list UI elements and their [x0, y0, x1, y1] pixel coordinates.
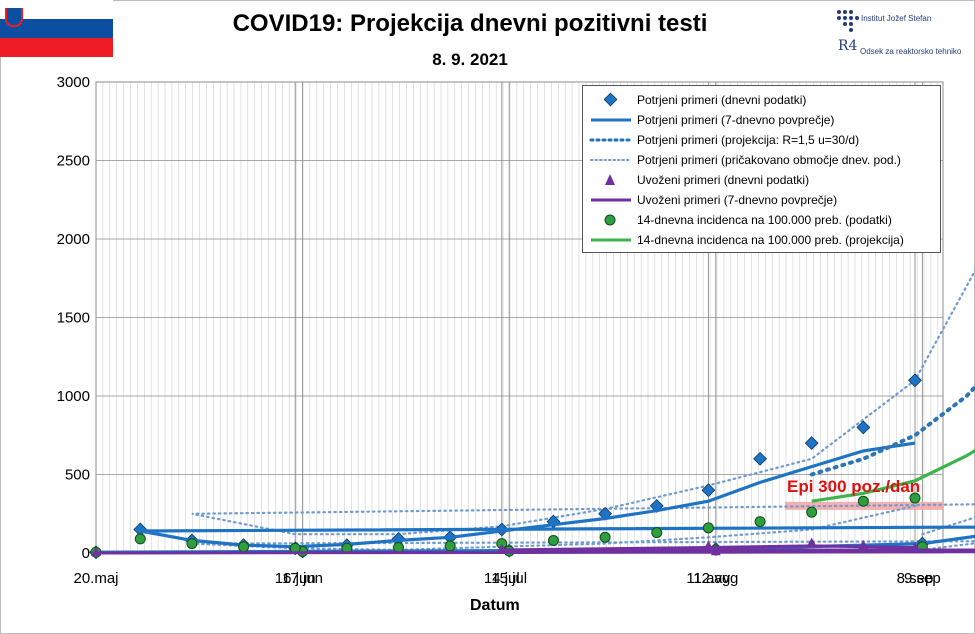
- y-tick-label: 1500: [57, 310, 90, 327]
- incidence-point: [393, 542, 405, 554]
- ijs-logo: Institut Jožef Stefan: [835, 8, 970, 32]
- imported-point: [91, 547, 101, 556]
- x-tick-label: 17.jun: [282, 570, 323, 587]
- incidence-point: [651, 527, 663, 539]
- series-projection: [809, 384, 975, 477]
- legend-item-projection: Potrjeni primeri (projekcija: R=1,5 u=30…: [589, 130, 934, 150]
- incidence-point: [806, 506, 818, 518]
- legend-label: Uvoženi primeri (dnevni podatki): [637, 173, 810, 187]
- daily-cases-point: [856, 420, 871, 435]
- legend-label: Uvoženi primeri (7-dnevno povprečje): [637, 193, 838, 207]
- daily-cases-point: [701, 483, 716, 498]
- legend-item-7day-avg: Potrjeni primeri (7-dnevno povprečje): [589, 110, 934, 130]
- legend-item-expected-range: Potrjeni primeri (pričakovano območje dn…: [589, 150, 934, 170]
- incidence-point: [702, 522, 714, 534]
- chart-subtitle-date: 8. 9. 2021: [432, 50, 508, 69]
- imported-point: [910, 542, 920, 552]
- y-tick-label: 0: [82, 545, 90, 562]
- x-tick-label: 20.maj: [73, 570, 118, 587]
- x-tick-label: 8.sep: [897, 570, 934, 587]
- institute-name: Institut Jožef Stefan: [861, 14, 932, 23]
- incidence-point: [547, 534, 559, 546]
- daily-cases-point: [753, 451, 767, 466]
- x-tick-label: 12.avg: [693, 570, 738, 587]
- incidence-point: [754, 516, 766, 528]
- coat-of-arms-icon: [5, 8, 23, 27]
- r4-mark: R4: [838, 38, 858, 54]
- incidence-point: [444, 540, 456, 552]
- daily-cases-point: [908, 373, 922, 388]
- x-tick-label: 15.jul: [491, 570, 527, 587]
- incidence-point: [238, 541, 250, 553]
- chart-legend: Potrjeni primeri (dnevni podatki) Potrje…: [582, 85, 941, 253]
- imported-point: [806, 537, 817, 547]
- y-tick-label: 500: [65, 467, 90, 484]
- legend-item-imported-daily: Uvoženi primeri (dnevni podatki): [589, 170, 934, 190]
- y-tick-label: 2500: [57, 153, 90, 170]
- chart-title: COVID19: Projekcija dnevni pozitivni tes…: [232, 10, 708, 37]
- legend-item-incidence-projection: 14-dnevna incidenca na 100.000 preb. (pr…: [589, 230, 934, 250]
- legend-item-daily-cases: Potrjeni primeri (dnevni podatki): [589, 90, 934, 110]
- slovenia-flag-icon: [0, 0, 113, 57]
- daily-cases-point: [804, 436, 819, 451]
- incidence-point: [134, 533, 146, 545]
- incidence-point: [186, 538, 198, 550]
- imported-point: [858, 539, 869, 549]
- imported-point: [703, 540, 714, 550]
- legend-item-imported-avg: Uvoženi primeri (7-dnevno povprečje): [589, 190, 934, 210]
- imported-point: [496, 543, 507, 553]
- imported-point: [710, 546, 721, 556]
- y-tick-label: 2000: [57, 231, 90, 248]
- x-axis-label: Datum: [470, 597, 520, 614]
- legend-label: Potrjeni primeri (7-dnevno povprečje): [637, 113, 835, 127]
- incidence-point: [909, 492, 921, 504]
- x-tick-label: 14.jul: [484, 570, 520, 587]
- legend-label: 14-dnevna incidenca na 100.000 preb. (po…: [637, 213, 892, 227]
- epi-threshold-label: Epi 300 poz./dan: [787, 477, 921, 496]
- y-tick-label: 3000: [57, 74, 90, 91]
- legend-label: Potrjeni primeri (projekcija: R=1,5 u=30…: [637, 133, 860, 147]
- x-tick-label: 16.jun: [275, 570, 316, 587]
- incidence-point: [599, 531, 611, 543]
- series-expected-range-upper: [191, 268, 975, 536]
- series-incidence-projection: [811, 448, 975, 503]
- series-imported-average: [95, 544, 975, 555]
- legend-label: 14-dnevna incidenca na 100.000 preb. (pr…: [637, 233, 904, 247]
- legend-label: Potrjeni primeri (dnevni podatki): [637, 93, 807, 107]
- x-tick-label: 11.avg: [686, 570, 730, 587]
- legend-item-incidence-data: 14-dnevna incidenca na 100.000 preb. (po…: [589, 210, 934, 230]
- ijs-logo-icon: [837, 10, 859, 32]
- r4-logo: R4 Odsek za reaktorsko tehniko: [838, 38, 973, 60]
- series-7day-average: [95, 441, 975, 554]
- x-tick-label: 9.sep: [904, 570, 941, 587]
- legend-label: Potrjeni primeri (pričakovano območje dn…: [637, 153, 901, 167]
- incidence-point: [857, 495, 869, 507]
- y-tick-label: 1000: [57, 388, 90, 405]
- series-expected-range-lower: [191, 504, 975, 552]
- department-name: Odsek za reaktorsko tehniko: [860, 47, 962, 56]
